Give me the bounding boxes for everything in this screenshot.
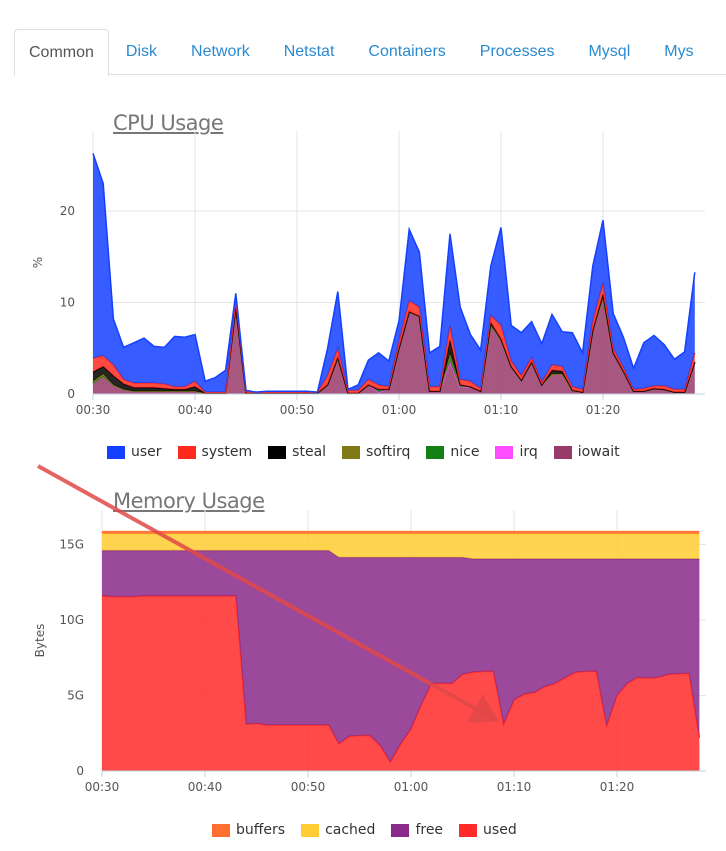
- legend-item-used[interactable]: used: [459, 822, 517, 838]
- area-used[interactable]: [102, 595, 700, 771]
- tab-netstat[interactable]: Netstat: [283, 43, 335, 60]
- x-tick-label: 01:00: [382, 403, 417, 417]
- legend-item-iowait[interactable]: iowait: [553, 444, 620, 460]
- legend-swatch: [426, 445, 445, 459]
- tab-common[interactable]: Common: [14, 29, 109, 76]
- memory-legend: buffers cached free used: [212, 822, 517, 838]
- y-tick-label: 20: [60, 204, 75, 218]
- legend-label: user: [131, 444, 162, 460]
- legend-item-irq[interactable]: irq: [495, 444, 538, 460]
- legend-item-system[interactable]: system: [177, 444, 253, 460]
- tab-mys[interactable]: Mys: [664, 43, 694, 60]
- legend-item-buffers[interactable]: buffers: [212, 822, 285, 838]
- x-tick-label: 01:00: [394, 780, 429, 794]
- tab-disk[interactable]: Disk: [125, 43, 158, 60]
- legend-label: used: [483, 822, 517, 838]
- cpu-chart: 00:30 00:40 00:50 01:00 01:10 01:20 0 10 20%: [31, 131, 705, 417]
- legend-swatch: [177, 445, 196, 459]
- legend-label: nice: [450, 444, 480, 460]
- legend-label: free: [415, 822, 444, 838]
- y-tick-label: 10G: [59, 613, 84, 627]
- y-axis-label: Bytes: [33, 624, 47, 658]
- y-axis-label: %: [31, 257, 45, 268]
- x-tick-label: 01:10: [497, 780, 532, 794]
- x-tick-label: 01:20: [586, 403, 621, 417]
- legend-swatch: [301, 823, 320, 837]
- y-tick-label: 15G: [59, 538, 84, 552]
- tab-mysql[interactable]: Mysql: [588, 43, 631, 60]
- legend-item-free[interactable]: free: [391, 822, 443, 838]
- x-tick-label: 00:50: [280, 403, 315, 417]
- legend-swatch: [268, 445, 287, 459]
- legend-swatch: [553, 445, 572, 459]
- legend-label: softirq: [366, 444, 411, 460]
- tab-network[interactable]: Network: [191, 43, 250, 60]
- y-tick-label: 0: [67, 387, 75, 401]
- legend-label: system: [201, 444, 253, 460]
- legend-label: buffers: [236, 822, 286, 838]
- legend-label: iowait: [577, 444, 620, 460]
- legend-label: irq: [519, 444, 538, 460]
- x-tick-label: 01:10: [484, 403, 519, 417]
- tab-bar: Common Disk Network Netstat Containers P…: [14, 29, 726, 76]
- legend-swatch: [212, 823, 230, 837]
- x-tick-label: 01:20: [600, 780, 635, 794]
- legend-swatch: [495, 445, 514, 459]
- area-iowait[interactable]: [93, 297, 695, 394]
- legend-swatch: [342, 445, 361, 459]
- tab-processes[interactable]: Processes: [479, 43, 555, 60]
- legend-item-user[interactable]: user: [107, 444, 162, 460]
- legend-swatch: [391, 823, 410, 837]
- y-tick-label: 10: [60, 296, 75, 310]
- y-tick-label: 0: [76, 764, 84, 778]
- y-tick-label: 5G: [67, 689, 84, 703]
- x-tick-label: 00:30: [85, 780, 120, 794]
- legend-label: cached: [325, 822, 376, 838]
- legend-swatch: [459, 823, 478, 837]
- legend-item-steal[interactable]: steal: [268, 444, 326, 460]
- cpu-chart-title[interactable]: CPU Usage: [113, 111, 224, 135]
- x-tick-label: 00:40: [178, 403, 213, 417]
- legend-item-cached[interactable]: cached: [301, 822, 375, 838]
- x-tick-label: 00:30: [76, 403, 111, 417]
- legend-item-softirq[interactable]: softirq: [342, 444, 410, 460]
- legend-swatch: [107, 445, 125, 459]
- x-tick-label: 00:40: [188, 780, 223, 794]
- area-user[interactable]: [93, 153, 695, 393]
- line-user: [92, 153, 696, 393]
- cpu-legend: user system steal softirq nice irq iowait: [107, 444, 620, 460]
- memory-chart: 00:30 00:40 00:50 01:00 01:10 01:20 0 5G 10G 15G B…: [33, 510, 706, 794]
- legend-label: steal: [292, 444, 327, 460]
- legend-item-nice[interactable]: nice: [426, 444, 479, 460]
- x-tick-label: 00:50: [291, 780, 326, 794]
- tab-containers[interactable]: Containers: [368, 43, 446, 60]
